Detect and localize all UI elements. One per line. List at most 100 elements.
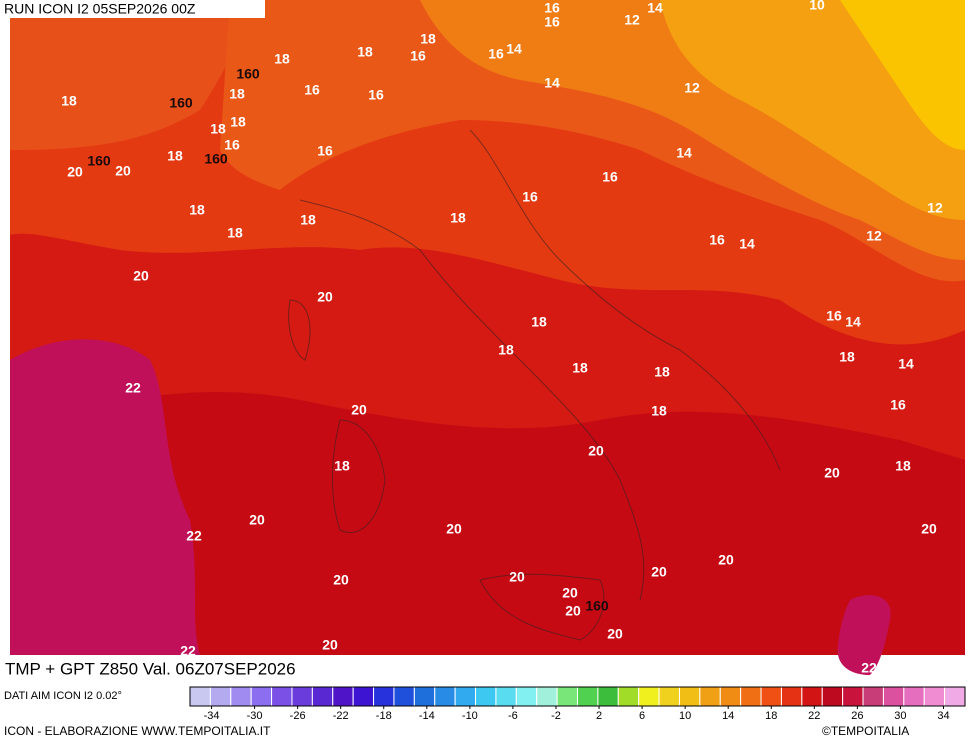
- contour-label: 16: [826, 308, 842, 324]
- region-yellow: [840, 0, 965, 150]
- legend-swatch: [189, 686, 211, 707]
- contour-label: 16: [317, 143, 333, 159]
- contour-label: 14: [647, 0, 663, 16]
- contour-label: 12: [927, 200, 943, 216]
- legend-swatch: [393, 686, 415, 707]
- legend-tick-label: -22: [333, 710, 349, 722]
- contour-label: 20: [351, 402, 367, 418]
- contour-label: 16: [544, 0, 560, 16]
- contour-label: 18: [230, 114, 246, 130]
- legend-swatch: [209, 686, 232, 707]
- contour-label: 20: [718, 552, 734, 568]
- region-nw: [10, 0, 260, 150]
- legend-swatch: [536, 686, 558, 707]
- contour-label: 18: [167, 148, 183, 164]
- coastlines: [288, 129, 781, 641]
- contour-label: 20: [651, 564, 667, 580]
- contour-label: 20: [133, 268, 149, 284]
- contour-label: 20: [115, 163, 131, 179]
- contour-label: 16: [368, 87, 384, 103]
- legend-swatch: [923, 686, 946, 707]
- legend-swatch: [801, 686, 823, 707]
- legend-tick-label: 6: [639, 710, 645, 722]
- contour-label: 18: [450, 210, 466, 226]
- coast-adriatic: [469, 129, 781, 471]
- contour-label: 18: [531, 314, 547, 330]
- contour-label: 18: [895, 458, 911, 474]
- legend-swatch: [311, 686, 334, 707]
- contour-label: 20: [249, 512, 265, 528]
- region-magenta-west: [10, 339, 200, 655]
- legend-swatch: [678, 686, 701, 707]
- legend-swatch: [617, 686, 640, 707]
- contour-label: 160: [204, 151, 228, 167]
- legend-swatch: [944, 686, 966, 707]
- contour-label: 16: [488, 46, 504, 62]
- source: DATI AIM ICON I2 0.02°: [4, 690, 122, 702]
- legend-tick-label: 14: [722, 710, 734, 722]
- legend-swatch: [658, 686, 680, 707]
- contour-label: 18: [189, 202, 205, 218]
- legend-tick-label: 26: [851, 710, 863, 722]
- contour-label: 16: [602, 169, 618, 185]
- contour-label: 20: [509, 569, 525, 585]
- contour-label: 22: [180, 643, 196, 659]
- contour-label: 18: [229, 86, 245, 102]
- contour-label: 20: [562, 585, 578, 601]
- contour-label: 16: [410, 48, 426, 64]
- legend-tick-label: -26: [290, 710, 306, 722]
- footer-right: ©TEMPOITALIA: [822, 724, 909, 738]
- contour-label: 18: [357, 44, 373, 60]
- contour-label: 16: [304, 82, 320, 98]
- legend-tick-label: 10: [679, 710, 691, 722]
- contour-label: 10: [809, 0, 825, 13]
- legend-swatch: [577, 686, 599, 707]
- legend-tick-label: 30: [894, 710, 906, 722]
- footer-left: ICON - ELABORAZIONE WWW.TEMPOITALIA.IT: [4, 724, 271, 738]
- legend-swatch: [475, 686, 497, 707]
- contour-label: 16: [709, 232, 725, 248]
- legend-tick-label: 22: [808, 710, 820, 722]
- contour-label: 14: [506, 41, 522, 57]
- contour-label: 18: [651, 403, 667, 419]
- legend-swatch: [250, 686, 273, 707]
- legend-swatch: [373, 686, 395, 707]
- region-magenta-east: [837, 595, 891, 675]
- contour-label: 20: [322, 637, 338, 653]
- legend-swatch: [699, 686, 721, 707]
- legend-swatch: [352, 686, 375, 707]
- contour-label: 160: [169, 95, 193, 111]
- coast-sicily: [479, 573, 605, 641]
- legend-swatch: [903, 686, 925, 707]
- contour-label: 18: [420, 31, 436, 47]
- contour-label: 20: [824, 465, 840, 481]
- contour-label: 20: [565, 603, 581, 619]
- contour-label: 14: [845, 314, 861, 330]
- legend-tick-label: -30: [247, 710, 263, 722]
- legend-swatch: [760, 686, 782, 707]
- contour-label: 14: [898, 356, 914, 372]
- contour-label: 20: [446, 521, 462, 537]
- contour-label: 14: [739, 236, 755, 252]
- contour-label: 18: [839, 349, 855, 365]
- contour-label: 16: [890, 397, 906, 413]
- legend-swatch: [515, 686, 538, 707]
- contour-label: 160: [585, 598, 609, 614]
- contour-label: 22: [186, 528, 202, 544]
- legend-tick-label: -14: [419, 710, 435, 722]
- coast-corsica: [288, 299, 311, 361]
- legend-swatch: [556, 686, 579, 707]
- legend-swatch: [230, 686, 252, 707]
- legend-tick-label: 2: [596, 710, 602, 722]
- legend-tick-label: -2: [551, 710, 561, 722]
- legend-swatch: [332, 686, 354, 707]
- contour-label: 18: [274, 51, 290, 67]
- contour-label: 18: [227, 225, 243, 241]
- legend-swatch: [780, 686, 803, 707]
- contour-label: 20: [67, 164, 83, 180]
- legend-swatch: [638, 686, 660, 707]
- legend-swatch: [271, 686, 293, 707]
- header-box: [0, 0, 265, 18]
- contour-label: 20: [607, 626, 623, 642]
